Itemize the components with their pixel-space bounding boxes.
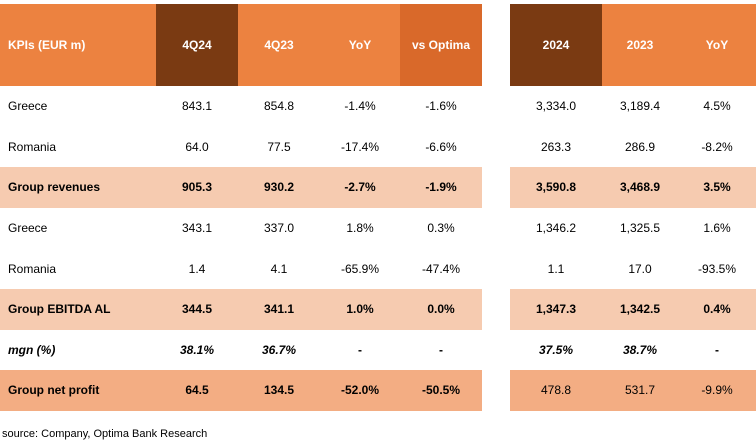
row-label: Greece <box>8 99 48 114</box>
quarter-value-cell: 905.3 <box>156 167 238 208</box>
header-vs-optima: vs Optima <box>400 4 482 86</box>
quarter-value-cell: 337.0 <box>263 221 295 236</box>
quarterly-kpi-table: KPIs (EUR m) 4Q24 4Q23 YoY vs Optima Gre… <box>0 4 482 411</box>
annual-value-cell: 1,342.5 <box>602 288 678 330</box>
quarter-value-cell: -65.9% <box>340 261 380 276</box>
quarter-value-cell: 4.1 <box>270 261 288 276</box>
row-label: mgn (%) <box>8 342 56 357</box>
row-label: Group net profit <box>0 370 156 411</box>
quarter-value-cell: 1.0% <box>320 288 400 330</box>
annual-value-cell: 3,189.4 <box>619 99 661 114</box>
annual-value-cell: -9.9% <box>678 370 756 411</box>
annual-kpi-table: 2024 2023 YoY 3,334.0 3,189.4 4.5% 263.3 286… <box>510 4 756 411</box>
header-4q23: 4Q23 <box>238 4 320 86</box>
row-label: Group EBITDA AL <box>0 288 156 330</box>
annual-value-cell: 478.8 <box>510 370 602 411</box>
quarter-value-cell: 0.0% <box>400 288 482 330</box>
header-2024: 2024 <box>510 4 602 86</box>
row-label: Romania <box>8 261 57 276</box>
quarter-value-cell: -47.4% <box>421 261 461 276</box>
annual-value-cell: - <box>715 342 719 357</box>
annual-value-cell: 3,468.9 <box>602 167 678 208</box>
annual-value-cell: 531.7 <box>602 370 678 411</box>
quarter-value-cell: 77.5 <box>267 139 291 154</box>
quarter-value-cell: 843.1 <box>181 99 213 114</box>
header-yoy-quarter: YoY <box>320 4 400 86</box>
annual-value-cell: -8.2% <box>701 139 733 154</box>
quarter-value-cell: 854.8 <box>263 99 295 114</box>
annual-value-cell: 3.5% <box>678 167 756 208</box>
quarter-value-cell: -6.6% <box>425 139 457 154</box>
quarter-value-cell: 0.3% <box>427 221 455 236</box>
annual-value-cell: 3,334.0 <box>535 99 577 114</box>
source-note: source: Company, Optima Bank Research <box>2 428 208 440</box>
quarter-value-cell: 38.1% <box>179 342 215 357</box>
annual-value-cell: 0.4% <box>678 288 756 330</box>
quarter-value-cell: -50.5% <box>400 370 482 411</box>
annual-value-cell: 3,590.8 <box>510 167 602 208</box>
quarter-value-cell: -1.9% <box>400 167 482 208</box>
row-label: Greece <box>8 221 48 236</box>
row-label: Romania <box>8 139 57 154</box>
annual-value-cell: 1,325.5 <box>619 221 661 236</box>
annual-value-cell: 17.0 <box>628 261 652 276</box>
quarter-value-cell: 36.7% <box>261 342 297 357</box>
quarter-value-cell: 344.5 <box>156 288 238 330</box>
annual-value-cell: 37.5% <box>538 342 574 357</box>
quarter-value-cell: -52.0% <box>320 370 400 411</box>
annual-value-cell: 263.3 <box>540 139 572 154</box>
header-yoy-annual: YoY <box>678 4 756 86</box>
quarter-value-cell: -1.6% <box>425 99 457 114</box>
annual-value-cell: 38.7% <box>622 342 658 357</box>
row-label: Group revenues <box>0 167 156 208</box>
quarter-value-cell: 930.2 <box>238 167 320 208</box>
quarter-value-cell: 1.8% <box>346 221 374 236</box>
quarter-value-cell: 1.4 <box>188 261 206 276</box>
quarter-value-cell: -2.7% <box>320 167 400 208</box>
quarter-value-cell: 64.5 <box>156 370 238 411</box>
annual-value-cell: 1.1 <box>547 261 565 276</box>
header-4q24: 4Q24 <box>156 4 238 86</box>
annual-value-cell: 1,347.3 <box>510 288 602 330</box>
quarter-value-cell: - <box>439 342 443 357</box>
quarter-value-cell: -17.4% <box>340 139 380 154</box>
quarter-value-cell: 343.1 <box>181 221 213 236</box>
quarter-value-cell: 134.5 <box>238 370 320 411</box>
quarter-value-cell: 341.1 <box>238 288 320 330</box>
quarter-value-cell: -1.4% <box>344 99 376 114</box>
quarter-value-cell: - <box>358 342 362 357</box>
annual-value-cell: 1.6% <box>703 221 731 236</box>
annual-value-cell: 286.9 <box>624 139 656 154</box>
header-2023: 2023 <box>602 4 678 86</box>
annual-value-cell: 4.5% <box>703 99 731 114</box>
annual-value-cell: -93.5% <box>697 261 737 276</box>
header-kpis: KPIs (EUR m) <box>0 4 156 86</box>
quarter-value-cell: 64.0 <box>185 139 209 154</box>
annual-value-cell: 1,346.2 <box>535 221 577 236</box>
